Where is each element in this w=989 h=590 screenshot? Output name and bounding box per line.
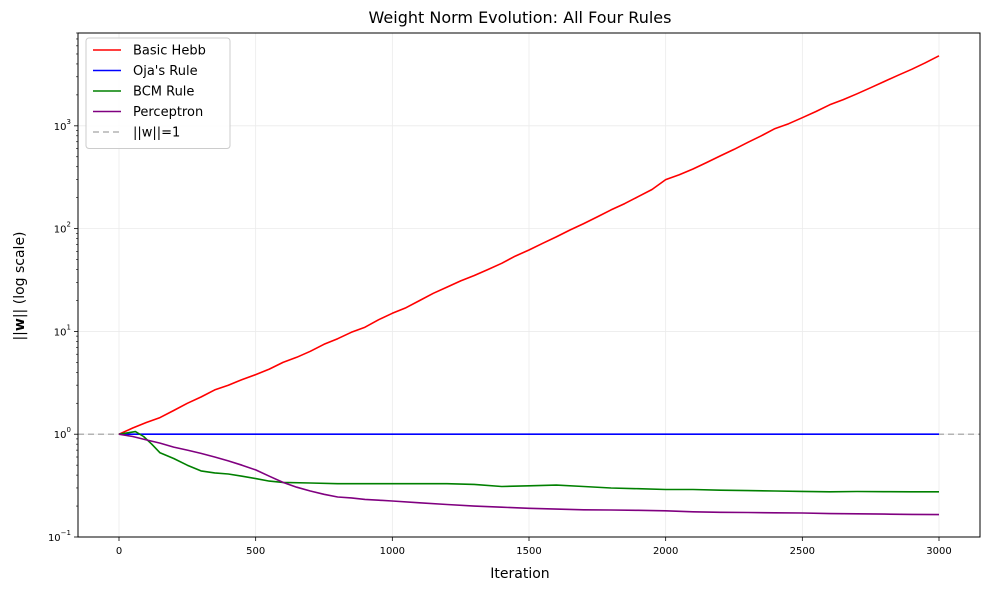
y-tick-exponent: −1 — [61, 529, 71, 537]
series-line-basic-hebb — [118, 55, 940, 435]
chart-title: Weight Norm Evolution: All Four Rules — [369, 8, 672, 27]
x-tick-label: 1500 — [516, 546, 541, 557]
x-axis-label: Iteration — [490, 566, 549, 582]
x-tick-label: 0 — [116, 546, 122, 557]
y-tick-label: 10−1 — [48, 529, 71, 544]
series-line-bcm-rule — [118, 430, 939, 493]
y-tick-base: 10 — [48, 533, 61, 544]
legend-label: Oja's Rule — [133, 64, 198, 79]
series-line-perceptron — [118, 433, 940, 516]
y-tick-base: 10 — [54, 225, 67, 236]
y-tick-exponent: 3 — [67, 118, 71, 126]
y-axis-label-bold: w — [12, 318, 28, 331]
x-tick-label: 500 — [246, 546, 265, 557]
y-axis-label: ||w|| (log scale) — [12, 231, 28, 340]
y-tick-base: 10 — [54, 327, 67, 338]
y-tick-label: 102 — [54, 221, 71, 236]
y-tick-base: 10 — [54, 122, 67, 133]
x-axis: 0 500 1000 1500 2000 2500 3000 — [116, 537, 952, 557]
x-tick-label: 2000 — [653, 546, 678, 557]
y-tick-exponent: 1 — [67, 323, 71, 331]
y-tick-exponent: 2 — [67, 221, 71, 229]
legend-label: ||w||=1 — [133, 126, 180, 141]
legend-label: Perceptron — [133, 105, 203, 120]
x-tick-label: 2500 — [790, 546, 815, 557]
series-lines — [118, 55, 940, 516]
legend-label: Basic Hebb — [133, 44, 206, 59]
y-tick-label: 103 — [54, 118, 71, 133]
legend-box — [85, 37, 231, 149]
x-tick-label: 1000 — [380, 546, 405, 557]
legend-label: BCM Rule — [133, 85, 194, 100]
y-tick-label: 100 — [54, 426, 71, 441]
y-tick-base: 10 — [54, 430, 67, 441]
x-tick-label: 3000 — [926, 546, 951, 557]
legend: Basic Hebb Oja's Rule BCM Rule Perceptron ||… — [85, 37, 231, 149]
y-axis-label-post: || (log scale) — [12, 231, 28, 318]
y-tick-label: 101 — [54, 323, 71, 338]
y-tick-exponent: 0 — [67, 426, 71, 434]
y-axis-label-pre: || — [12, 331, 28, 340]
